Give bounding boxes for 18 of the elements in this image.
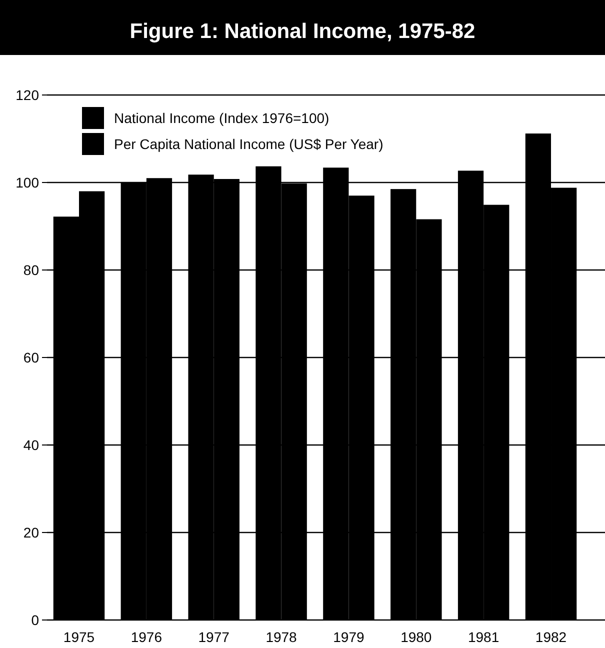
y-tick-label: 100 xyxy=(16,174,40,190)
legend-label: Per Capita National Income (US$ Per Year) xyxy=(114,136,384,152)
x-tick-label: 1975 xyxy=(63,629,95,645)
chart-title: Figure 1: National Income, 1975-82 xyxy=(130,20,476,43)
y-tick-label: 60 xyxy=(23,350,40,366)
x-tick-label: 1981 xyxy=(468,629,500,645)
x-tick-label: 1980 xyxy=(400,629,432,645)
x-tick-label: 1978 xyxy=(266,629,298,645)
y-tick-label: 120 xyxy=(16,87,40,103)
y-tick-label: 20 xyxy=(23,524,40,540)
x-tick-label: 1979 xyxy=(333,629,364,645)
y-tick-label: 40 xyxy=(23,437,40,453)
x-tick-label: 1982 xyxy=(535,629,567,645)
x-tick-label: 1976 xyxy=(130,629,162,645)
legend-label: National Income (Index 1976=100) xyxy=(114,110,330,126)
x-tick-label: 1977 xyxy=(198,629,230,645)
y-tick-label: 80 xyxy=(23,262,40,278)
y-tick-label: 0 xyxy=(31,612,40,628)
